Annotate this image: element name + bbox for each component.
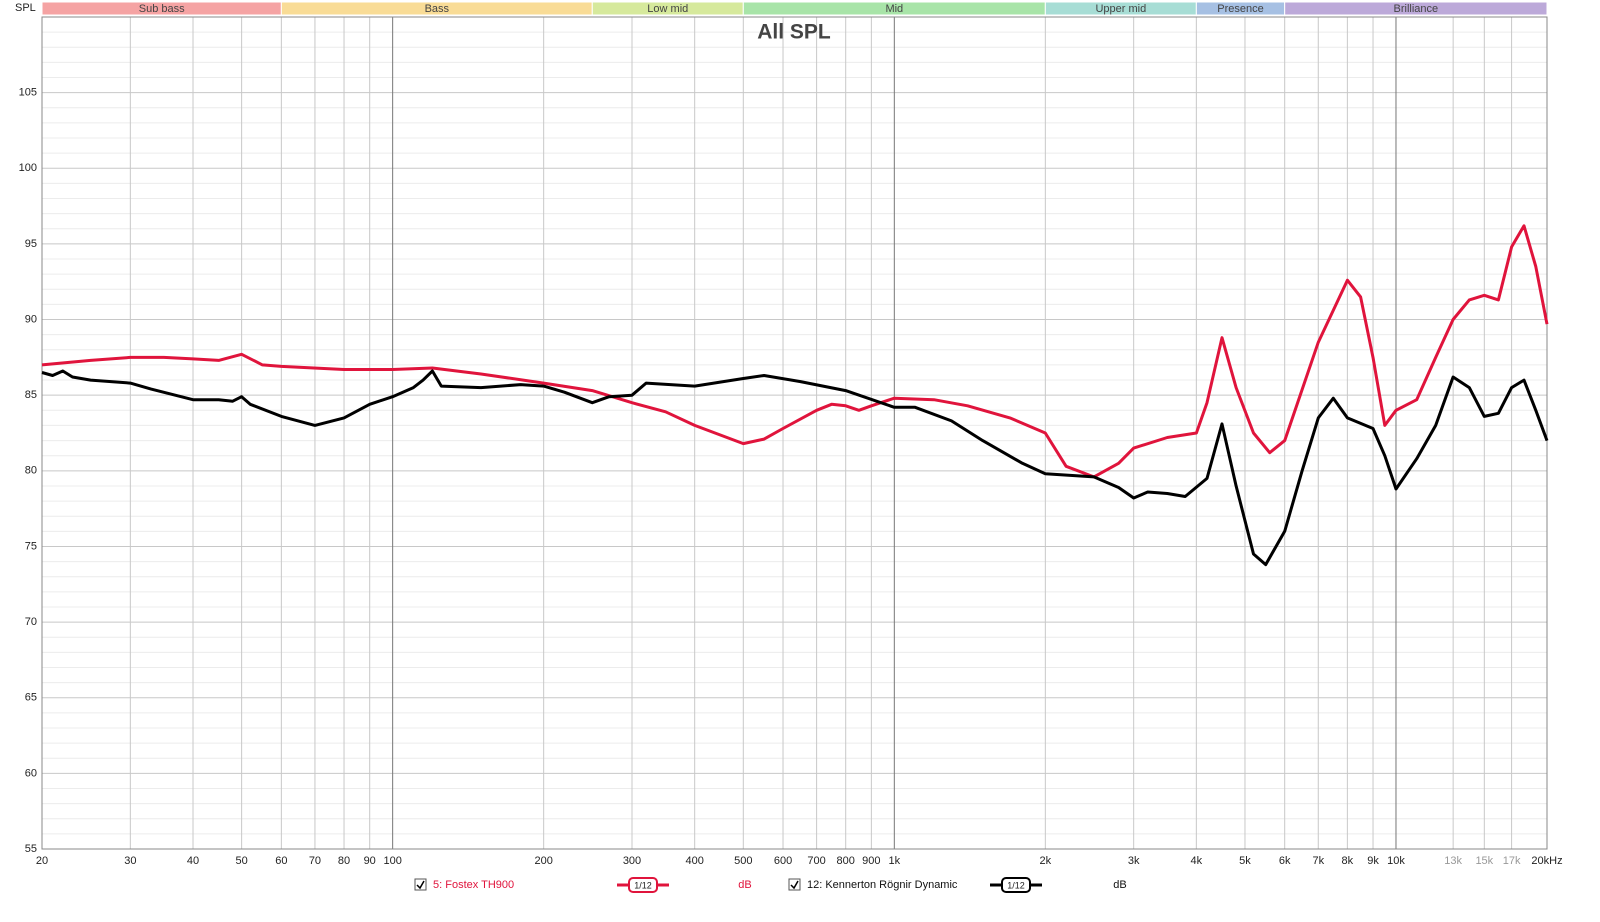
x-tick-label: 50 [236,855,248,867]
x-tick-label: 1k [889,855,901,867]
legend-unit: dB [738,879,751,891]
x-tick-label: 20 [36,855,48,867]
chart-title: All SPL [757,21,831,44]
x-tick-label: 4k [1191,855,1203,867]
band-label: Sub bass [139,3,185,15]
x-tick-label: 20kHz [1531,855,1562,867]
x-tick-label: 200 [534,855,552,867]
x-tick-label: 2k [1040,855,1052,867]
legend-checkbox[interactable] [788,878,801,891]
band-label: Mid [885,3,903,15]
x-tick-label: 300 [623,855,641,867]
legend-checkbox[interactable] [414,878,427,891]
series-line [41,224,1549,479]
x-tick-label: 3k [1128,855,1140,867]
legend-check [416,880,425,890]
y-tick-label: 95 [25,238,37,250]
band [1284,1,1548,16]
band-label: Presence [1217,3,1263,15]
legend-smoothing-box[interactable] [1001,877,1031,893]
x-tick-label: 15k [1475,855,1493,867]
x-tick-label: 6k [1279,855,1291,867]
y-tick-label: 105 [19,87,37,99]
y-tick-label: 75 [25,540,37,552]
y-tick-label: 85 [25,389,37,401]
legend-smoothing: 1/12 [1007,880,1025,890]
x-tick-label: 90 [364,855,376,867]
series-line [41,369,1549,567]
x-tick-label: 400 [686,855,704,867]
x-tick-label: 80 [338,855,350,867]
y-tick-label: 65 [25,692,37,704]
legend-label: 12: Kennerton Rögnir Dynamic [807,879,958,891]
legend-smoothing: 1/12 [634,880,652,890]
x-tick-label: 7k [1312,855,1324,867]
y-tick-label: 55 [25,843,37,855]
x-tick-label: 40 [187,855,199,867]
x-tick-label: 8k [1342,855,1354,867]
x-tick-label: 70 [309,855,321,867]
y-tick-label: 70 [25,616,37,628]
x-tick-label: 5k [1239,855,1251,867]
x-tick-label: 9k [1367,855,1379,867]
plot-frame [41,16,1548,850]
x-tick-label: 100 [383,855,401,867]
legend-label: 5: Fostex TH900 [433,879,514,891]
band-label: Low mid [647,3,688,15]
y-tick-label: 100 [19,162,37,174]
band-label: Brilliance [1394,3,1439,15]
y-tick-label: 60 [25,767,37,779]
legend-check [790,880,799,890]
x-tick-label: 13k [1444,855,1462,867]
x-tick-label: 800 [837,855,855,867]
x-tick-label: 500 [734,855,752,867]
x-tick-label: 30 [124,855,136,867]
y-axis-label: SPL [15,2,36,14]
band-label: Upper mid [1095,3,1146,15]
legend-unit: dB [1113,879,1126,891]
y-tick-label: 80 [25,465,37,477]
x-tick-label: 10k [1387,855,1405,867]
x-tick-label: 700 [807,855,825,867]
band-label: Bass [425,3,450,15]
x-tick-label: 17k [1503,855,1521,867]
y-tick-label: 90 [25,313,37,325]
x-tick-label: 900 [862,855,880,867]
x-tick-label: 60 [275,855,287,867]
x-tick-label: 600 [774,855,792,867]
legend-smoothing-box[interactable] [628,877,658,893]
